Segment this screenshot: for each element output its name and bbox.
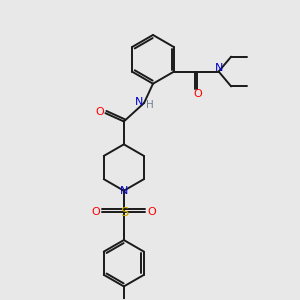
- Text: N: N: [134, 97, 143, 106]
- Text: O: O: [193, 89, 202, 99]
- Text: O: O: [92, 207, 100, 217]
- Text: N: N: [120, 186, 128, 196]
- Text: S: S: [120, 206, 128, 219]
- Text: N: N: [214, 63, 223, 73]
- Text: O: O: [95, 107, 104, 117]
- Text: H: H: [146, 100, 153, 110]
- Text: O: O: [147, 207, 156, 217]
